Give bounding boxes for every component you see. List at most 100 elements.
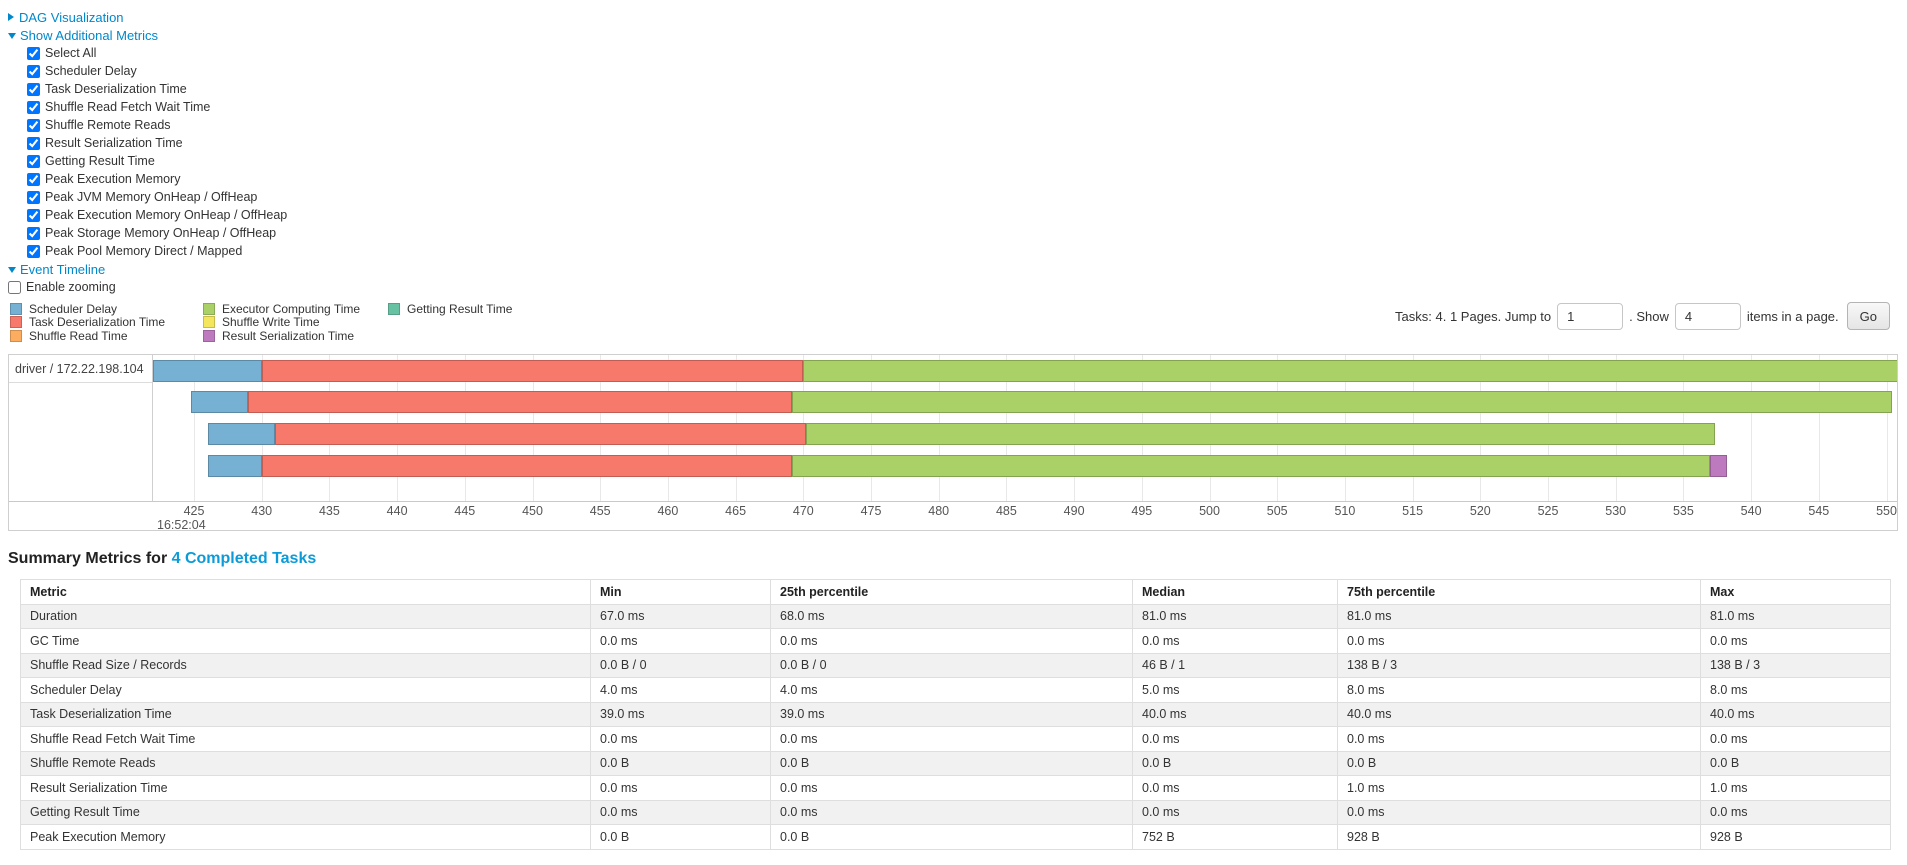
timeline-bar-segment-scheduler_delay[interactable]: [207, 455, 262, 477]
table-cell: 0.0 ms: [1700, 628, 1891, 654]
table-cell: 0.0 B: [1132, 750, 1338, 776]
jump-to-page-input[interactable]: [1557, 302, 1624, 330]
metric-checkbox-label: Peak Execution Memory OnHeap / OffHeap: [45, 208, 288, 222]
timeline-bar-segment-scheduler_delay[interactable]: [191, 391, 249, 413]
table-cell: 40.0 ms: [1700, 701, 1891, 727]
axis-tick-label: 490: [1063, 504, 1085, 518]
dag-visualization-toggle[interactable]: DAG Visualization: [8, 10, 124, 25]
metric-checkbox-row: Peak JVM Memory OnHeap / OffHeap: [27, 188, 1907, 206]
metric-checkbox[interactable]: [27, 82, 40, 96]
summary-heading-text: Summary Metrics for: [8, 550, 172, 567]
legend-item-shuffle_write: Shuffle Write Time: [203, 315, 388, 329]
axis-tick-label: 455: [589, 504, 611, 518]
axis-tick-label: 530: [1605, 504, 1627, 518]
timeline-bar-segment-executor_computing[interactable]: [792, 391, 1892, 413]
table-row: GC Time 0.0 ms 0.0 ms 0.0 ms 0.0 ms 0.0 ms: [20, 628, 1891, 654]
table-cell: Shuffle Read Size / Records: [20, 652, 591, 678]
table-cell: 0.0 ms: [590, 775, 771, 801]
table-cell: 4.0 ms: [590, 677, 771, 703]
timeline-bar-segment-scheduler_delay[interactable]: [207, 423, 276, 445]
timeline-bar-segment-task_deserialization[interactable]: [261, 360, 804, 382]
metric-checkbox[interactable]: [27, 208, 40, 222]
metric-checkbox-row: Peak Pool Memory Direct / Mapped: [27, 242, 1907, 260]
table-row: Peak Execution Memory 0.0 B 0.0 B 752 B 928 …: [20, 824, 1891, 850]
legend-column: Getting Result Time: [388, 302, 512, 343]
show-additional-metrics-toggle[interactable]: Show Additional Metrics: [8, 28, 158, 43]
enable-zooming-checkbox[interactable]: [8, 280, 21, 294]
metric-checkbox-row: Task Deserialization Time: [27, 80, 1907, 98]
table-cell: Duration: [20, 603, 591, 629]
table-cell: GC Time: [20, 628, 591, 654]
table-cell: 67.0 ms: [590, 603, 771, 629]
metric-checkbox[interactable]: [27, 64, 40, 78]
timeline-bar-segment-executor_computing[interactable]: [806, 423, 1715, 445]
legend-swatch-scheduler_delay: [10, 302, 22, 315]
axis-tick-label: 470: [792, 504, 814, 518]
table-row: Task Deserialization Time 39.0 ms 39.0 ms 4…: [20, 701, 1891, 727]
metric-checkbox-row: Peak Execution Memory: [27, 170, 1907, 188]
axis-tick-label: 525: [1537, 504, 1559, 518]
column-header: 25th percentile: [770, 579, 1133, 605]
completed-tasks-link[interactable]: 4 Completed Tasks: [171, 550, 317, 567]
timeline-bar-segment-scheduler_delay[interactable]: [153, 360, 262, 382]
metric-checkbox[interactable]: [27, 118, 40, 132]
axis-tick-label: 550: [1876, 504, 1897, 518]
table-cell: 8.0 ms: [1700, 677, 1891, 703]
axis-tick-label: 425: [183, 504, 205, 518]
metric-checkbox[interactable]: [27, 100, 40, 114]
axis-tick-label: 510: [1334, 504, 1356, 518]
metric-checkbox[interactable]: [27, 190, 40, 204]
metric-checkbox[interactable]: [27, 226, 40, 240]
legend-swatch-result_serialization: [203, 329, 215, 342]
timeline-bar-segment-task_deserialization[interactable]: [275, 423, 806, 445]
event-timeline-toggle[interactable]: Event Timeline: [8, 262, 105, 277]
table-cell: 0.0 ms: [770, 628, 1133, 654]
table-cell: 0.0 ms: [770, 726, 1133, 752]
metric-checkbox[interactable]: [27, 172, 40, 186]
task-pagination: Tasks: 4. 1 Pages. Jump to . Show items …: [1395, 302, 1890, 330]
axis-tick-label: 520: [1469, 504, 1491, 518]
table-cell: 0.0 ms: [1132, 628, 1338, 654]
metric-checkbox-row: Shuffle Read Fetch Wait Time: [27, 98, 1907, 116]
table-cell: 138 B / 3: [1337, 652, 1701, 678]
go-button[interactable]: Go: [1846, 302, 1890, 330]
table-cell: 0.0 ms: [1700, 799, 1891, 825]
table-cell: 0.0 B / 0: [770, 652, 1133, 678]
table-row: Result Serialization Time 0.0 ms 0.0 ms 0.0…: [20, 775, 1891, 801]
metric-checkbox[interactable]: [27, 154, 40, 168]
items-per-page-input[interactable]: [1674, 302, 1741, 330]
metric-checkbox[interactable]: [27, 136, 40, 150]
legend-label: Task Deserialization Time: [29, 315, 166, 330]
metric-checkbox-label: Peak Execution Memory: [45, 172, 181, 186]
legend-swatch-executor_computing: [203, 302, 215, 315]
pagination-summary-text: Tasks: 4. 1 Pages. Jump to: [1395, 308, 1552, 324]
metric-checkbox-label: Result Serialization Time: [45, 136, 183, 150]
axis-tick-label: 515: [1402, 504, 1424, 518]
metric-checkbox[interactable]: [27, 244, 40, 258]
dag-visualization-label: DAG Visualization: [19, 9, 124, 25]
timeline-bar-segment-executor_computing[interactable]: [803, 360, 1897, 382]
metric-checkbox[interactable]: [27, 46, 40, 60]
show-additional-metrics-label: Show Additional Metrics: [20, 27, 159, 43]
table-cell: 0.0 B: [1700, 750, 1891, 776]
table-cell: 928 B: [1337, 824, 1701, 850]
table-cell: 0.0 ms: [1132, 726, 1338, 752]
table-cell: 0.0 ms: [770, 775, 1133, 801]
table-cell: 0.0 ms: [1132, 799, 1338, 825]
timeline-bar-segment-result_serialization[interactable]: [1710, 455, 1727, 477]
metric-checkbox-row: Shuffle Remote Reads: [27, 116, 1907, 134]
timeline-bar-segment-executor_computing[interactable]: [792, 455, 1711, 477]
timeline-axis: 16:52:04 425 430 435 440 445 450 455 460 465 470 4…: [9, 501, 1897, 531]
timeline-bar-segment-task_deserialization[interactable]: [248, 391, 793, 413]
table-cell: 0.0 B: [770, 750, 1133, 776]
table-body: Duration 67.0 ms 68.0 ms 81.0 ms 81.0 ms 81.0…: [20, 603, 1891, 850]
column-header: Median: [1132, 579, 1338, 605]
table-row: Scheduler Delay 4.0 ms 4.0 ms 5.0 ms 8.0 ms 8…: [20, 677, 1891, 703]
timeline-bar-segment-task_deserialization[interactable]: [261, 455, 793, 477]
legend-item-shuffle_read: Shuffle Read Time: [10, 329, 203, 343]
event-timeline-chart: driver / 172.22.198.104 16:52:04 425 430 4…: [8, 354, 1898, 531]
table-cell: 0.0 ms: [1700, 726, 1891, 752]
timeline-group-column: driver / 172.22.198.104: [9, 355, 153, 501]
expanded-arrow-icon: [8, 33, 16, 39]
table-row: Getting Result Time 0.0 ms 0.0 ms 0.0 ms 0.0…: [20, 799, 1891, 825]
